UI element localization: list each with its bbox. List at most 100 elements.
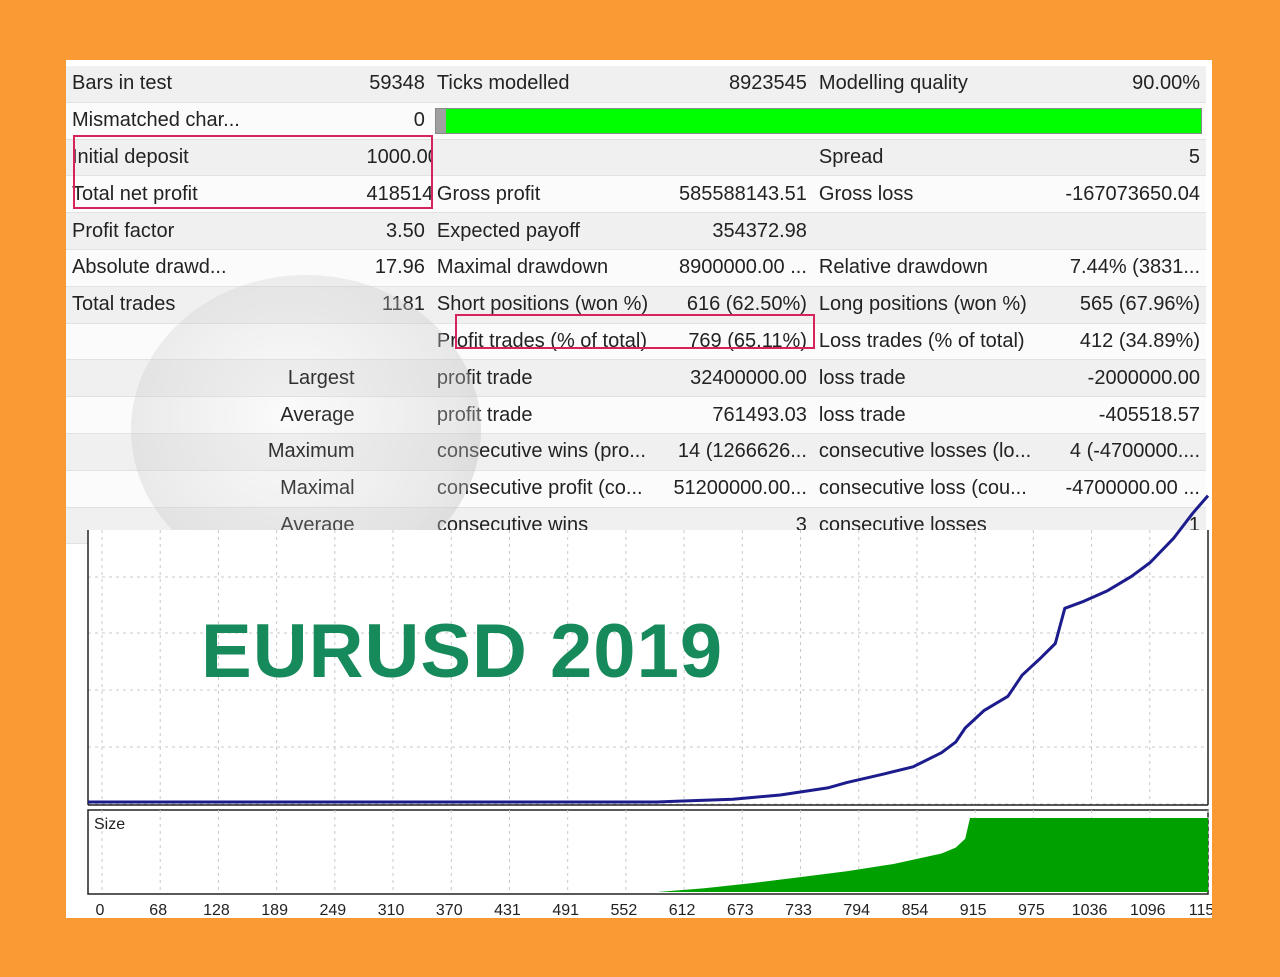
report-value	[360, 359, 431, 398]
x-tick-label: 189	[261, 902, 288, 918]
x-tick-label: 491	[552, 902, 579, 918]
balance-plot-area	[88, 530, 1208, 805]
report-label: Profit trades (% of total)	[430, 323, 659, 361]
report-row: Profit trades (% of total) 769 (65.11%) Lo…	[66, 323, 1206, 361]
report-label: consecutive loss (cou...	[812, 470, 1052, 508]
report-label: Loss trades (% of total)	[812, 323, 1052, 361]
report-row: Absolute drawd... 17.96 Maximal drawdown 89…	[66, 249, 1206, 287]
report-value: 90.00%	[1051, 66, 1206, 103]
report-label: Relative drawdown	[812, 249, 1052, 287]
x-tick-label: 128	[203, 902, 230, 918]
report-value: 1181	[360, 286, 431, 324]
report-row: Maximum consecutive wins (pro... 14 (12666…	[66, 433, 1206, 471]
report-value: 616 (62.50%)	[658, 286, 813, 324]
report-label: Total net profit	[66, 175, 361, 214]
report-label: Maximum	[66, 433, 361, 471]
x-tick-label: 1096	[1130, 902, 1166, 918]
report-value	[360, 433, 431, 471]
report-value	[1051, 212, 1206, 250]
report-row: Maximal consecutive profit (co... 51200000…	[66, 470, 1206, 508]
report-label: Modelling quality	[812, 66, 1052, 103]
report-value: 8900000.00 ...	[658, 249, 813, 287]
report-row: Bars in test 59348 Ticks modelled 8923545 Mo…	[66, 66, 1206, 103]
report-label	[812, 212, 1052, 250]
modelling-quality-bar	[434, 107, 1202, 134]
report-label: consecutive profit (co...	[430, 470, 659, 508]
report-value: 5	[1051, 139, 1206, 177]
x-tick-label: 310	[378, 902, 405, 918]
report-value: 761493.03	[658, 396, 813, 434]
report-label: Initial deposit	[66, 139, 361, 177]
report-value	[360, 323, 431, 361]
report-value	[360, 396, 431, 434]
x-tick-label: 1156	[1189, 902, 1212, 918]
report-label: Expected payoff	[430, 212, 659, 250]
size-area	[88, 818, 1208, 892]
x-tick-label: 915	[960, 902, 987, 918]
chart-overlay-title: EURUSD 2019	[201, 609, 724, 694]
report-value: 354372.98	[658, 212, 813, 250]
x-tick-label: 733	[785, 902, 812, 918]
report-value	[658, 139, 813, 177]
report-value: 418514493.47	[360, 175, 431, 214]
report-value: 14 (1266626...	[658, 433, 813, 471]
report-label: loss trade	[812, 359, 1052, 398]
report-label	[66, 323, 361, 361]
report-label: consecutive wins (pro...	[430, 433, 659, 471]
x-tick-label: 249	[319, 902, 346, 918]
x-tick-label: 854	[902, 902, 929, 918]
report-value: 0	[360, 102, 431, 140]
x-tick-label: 552	[611, 902, 638, 918]
report-value: 32400000.00	[658, 359, 813, 398]
size-label: Size	[94, 816, 125, 833]
report-row: Total trades 1181 Short positions (won %) 6…	[66, 286, 1206, 324]
report-value: 769 (65.11%)	[658, 323, 813, 361]
report-row: Mismatched char... 0	[66, 102, 1206, 140]
report-value: 565 (67.96%)	[1051, 286, 1206, 324]
report-value: -167073650.04	[1051, 175, 1206, 214]
x-tick-label: 68	[149, 902, 167, 918]
x-tick-label: 673	[727, 902, 754, 918]
report-label: Maximal	[66, 470, 361, 508]
report-value: 51200000.00...	[658, 470, 813, 508]
balance-line	[88, 494, 1210, 804]
report-value: 3.50	[360, 212, 431, 250]
report-label: Total trades	[66, 286, 361, 324]
report-label: Gross profit	[430, 175, 659, 214]
report-label: Long positions (won %)	[812, 286, 1052, 324]
report-row: Largest profit trade 32400000.00 loss trade…	[66, 359, 1206, 398]
report-label: Largest	[66, 359, 361, 398]
report-label	[430, 139, 659, 177]
report-label: Short positions (won %)	[430, 286, 659, 324]
report-value: -405518.57	[1051, 396, 1206, 434]
report-label: Absolute drawd...	[66, 249, 361, 287]
report-label: Gross loss	[812, 175, 1052, 214]
tester-report-panel: Bars in test 59348 Ticks modelled 8923545 Mo…	[66, 60, 1212, 918]
report-value: 59348	[360, 66, 431, 103]
report-label: Ticks modelled	[430, 66, 659, 103]
x-tick-label: 0	[96, 902, 105, 918]
report-label: loss trade	[812, 396, 1052, 434]
report-row: Total net profit418514493.47Gross profit…	[66, 175, 1206, 214]
report-value	[360, 470, 431, 508]
report-value: 8923545	[658, 66, 813, 103]
report-row: Profit factor 3.50 Expected payoff 354372.9…	[66, 212, 1206, 250]
report-label: Bars in test	[66, 66, 361, 103]
x-tick-label: 431	[494, 902, 521, 918]
x-tick-label: 370	[436, 902, 463, 918]
x-tick-label: 1036	[1072, 902, 1108, 918]
x-tick-label: 612	[669, 902, 696, 918]
report-value: 4 (-4700000....	[1051, 433, 1206, 471]
report-value: 1000.00	[360, 139, 431, 177]
report-label: Maximal drawdown	[430, 249, 659, 287]
report-label: Profit factor	[66, 212, 361, 250]
report-row: Average profit trade 761493.03 loss trade -4…	[66, 396, 1206, 434]
x-tick-label: 794	[843, 902, 870, 918]
report-value: 585588143.51	[658, 175, 813, 214]
report-label: consecutive losses (lo...	[812, 433, 1052, 471]
report-label: profit trade	[430, 396, 659, 434]
report-label: Spread	[812, 139, 1052, 177]
report-value: -2000000.00	[1051, 359, 1206, 398]
report-value: 17.96	[360, 249, 431, 287]
